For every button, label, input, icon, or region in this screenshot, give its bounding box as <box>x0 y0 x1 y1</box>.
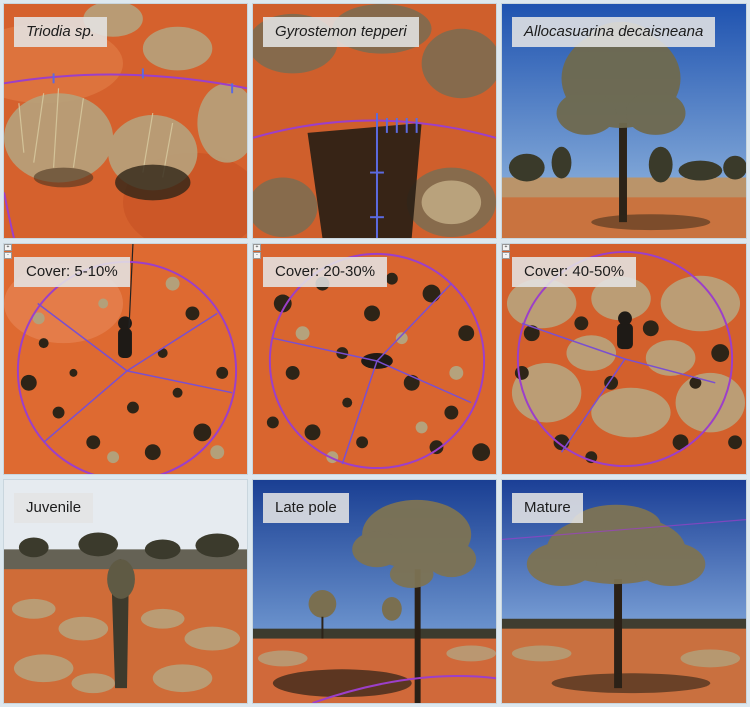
label-mature: Mature <box>512 493 583 523</box>
zoom-in-icon[interactable]: + <box>502 244 510 251</box>
zoom-out-icon[interactable]: - <box>502 252 510 259</box>
mini-toolbar: + - <box>253 244 261 259</box>
mini-toolbar: + - <box>4 244 12 259</box>
zoom-out-icon[interactable]: - <box>253 252 261 259</box>
panel-juvenile: Juvenile <box>3 479 248 704</box>
panel-cover-mid: + - Cover: 20-30% <box>252 243 497 475</box>
panel-mature: Mature <box>501 479 747 704</box>
panel-cover-low: + - Cover: 5-10% <box>3 243 248 475</box>
zoom-in-icon[interactable]: + <box>4 244 12 251</box>
label-late-pole: Late pole <box>263 493 349 523</box>
label-cover-mid: Cover: 20-30% <box>263 257 388 287</box>
panel-gyrostemon: Gyrostemon tepperi <box>252 3 497 239</box>
late-pole-photo <box>253 480 496 703</box>
label-gyrostemon: Gyrostemon tepperi <box>263 17 419 47</box>
zoom-in-icon[interactable]: + <box>253 244 261 251</box>
panel-triodia: Triodia sp. <box>3 3 248 239</box>
label-juvenile: Juvenile <box>14 493 94 523</box>
mini-toolbar: + - <box>502 244 510 259</box>
label-allocasuarina: Allocasuarina decaisneana <box>512 17 716 47</box>
label-cover-low: Cover: 5-10% <box>14 257 130 287</box>
panel-late-pole: Late pole <box>252 479 497 704</box>
photo-grid: Triodia sp. Gyrostemon tepperi <box>3 3 747 704</box>
label-cover-high: Cover: 40-50% <box>512 257 637 287</box>
panel-cover-high: + - Cover: 40-50% <box>501 243 747 475</box>
label-triodia: Triodia sp. <box>14 17 107 47</box>
zoom-out-icon[interactable]: - <box>4 252 12 259</box>
panel-allocasuarina: Allocasuarina decaisneana <box>501 3 747 239</box>
